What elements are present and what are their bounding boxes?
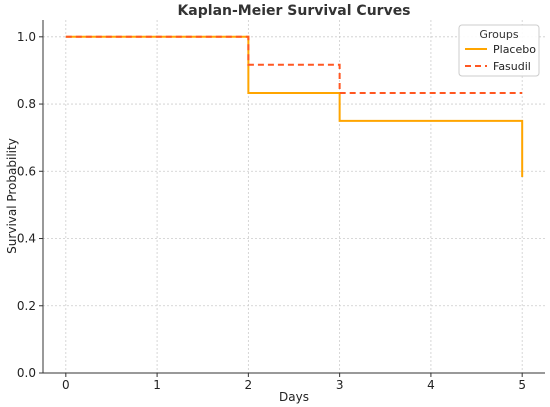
axes <box>42 20 545 374</box>
y-tick-label: 0.6 <box>17 164 36 178</box>
y-tick-label: 1.0 <box>17 30 36 44</box>
legend-label-placebo: Placebo <box>493 43 536 56</box>
x-tick-label: 2 <box>245 378 253 392</box>
legend-title: Groups <box>479 28 518 41</box>
chart-title: Kaplan-Meier Survival Curves <box>177 3 410 19</box>
y-tick-label: 0.8 <box>17 97 36 111</box>
series-line-placebo <box>65 35 524 178</box>
x-tick-label: 5 <box>518 378 526 392</box>
legend: Groups Placebo Fasudil <box>458 24 540 77</box>
grid <box>43 20 545 374</box>
x-tick-label: 4 <box>427 378 435 392</box>
series-line-fasudil <box>65 35 523 94</box>
x-tick-label: 3 <box>336 378 344 392</box>
x-axis-label: Days <box>279 390 309 404</box>
series-layer <box>65 35 524 178</box>
legend-box <box>458 24 540 77</box>
ticks: 0 1 2 3 4 5 0.0 0.2 0.4 0.6 0.8 1.0 <box>17 30 526 392</box>
y-tick-label: 0.2 <box>17 299 36 313</box>
x-tick-label: 0 <box>62 378 70 392</box>
y-axis-label: Survival Probability <box>5 138 19 254</box>
y-tick-label: 0.0 <box>17 366 36 380</box>
y-tick-label: 0.4 <box>17 232 36 246</box>
x-tick-label: 1 <box>153 378 161 392</box>
legend-label-fasudil: Fasudil <box>493 60 531 73</box>
